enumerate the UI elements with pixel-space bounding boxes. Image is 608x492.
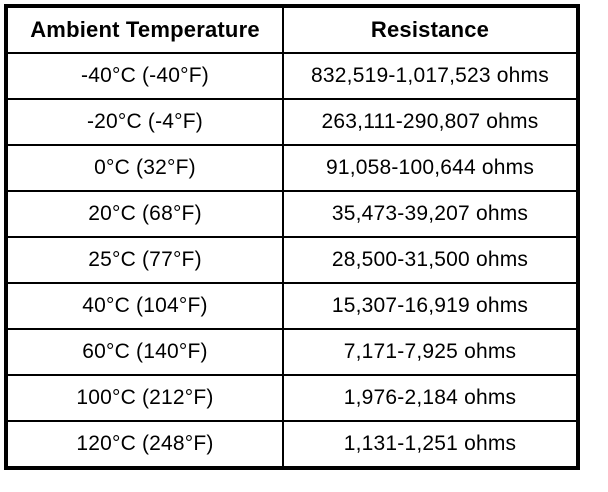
header-resistance: Resistance [282,5,579,54]
table-row: 20°C (68°F) 35,473-39,207 ohms [5,190,579,238]
table-header-row: Ambient Temperature Resistance [5,5,579,54]
temperature-resistance-table-wrap: Ambient Temperature Resistance -40°C (-4… [4,4,580,470]
temperature-resistance-table: Ambient Temperature Resistance -40°C (-4… [4,4,580,470]
table-row: 100°C (212°F) 1,976-2,184 ohms [5,374,579,422]
resistance-cell: 263,111-290,807 ohms [282,98,579,146]
resistance-cell: 91,058-100,644 ohms [282,144,579,192]
temperature-cell: 0°C (32°F) [5,144,284,192]
resistance-cell: 7,171-7,925 ohms [282,328,579,376]
temperature-cell: 40°C (104°F) [5,282,284,330]
resistance-cell: 1,976-2,184 ohms [282,374,579,422]
table-row: 60°C (140°F) 7,171-7,925 ohms [5,328,579,376]
table-row: 0°C (32°F) 91,058-100,644 ohms [5,144,579,192]
temperature-cell: -20°C (-4°F) [5,98,284,146]
resistance-cell: 28,500-31,500 ohms [282,236,579,284]
resistance-cell: 1,131-1,251 ohms [282,420,579,469]
temperature-cell: 25°C (77°F) [5,236,284,284]
table-row: 120°C (248°F) 1,131-1,251 ohms [5,420,579,469]
resistance-cell: 832,519-1,017,523 ohms [282,52,579,100]
temperature-cell: 20°C (68°F) [5,190,284,238]
table-row: 25°C (77°F) 28,500-31,500 ohms [5,236,579,284]
temperature-cell: -40°C (-40°F) [5,52,284,100]
resistance-cell: 35,473-39,207 ohms [282,190,579,238]
header-ambient-temperature: Ambient Temperature [5,5,284,54]
table-row: -20°C (-4°F) 263,111-290,807 ohms [5,98,579,146]
temperature-cell: 120°C (248°F) [5,420,284,469]
table-row: -40°C (-40°F) 832,519-1,017,523 ohms [5,52,579,100]
temperature-cell: 60°C (140°F) [5,328,284,376]
temperature-cell: 100°C (212°F) [5,374,284,422]
table-row: 40°C (104°F) 15,307-16,919 ohms [5,282,579,330]
resistance-cell: 15,307-16,919 ohms [282,282,579,330]
